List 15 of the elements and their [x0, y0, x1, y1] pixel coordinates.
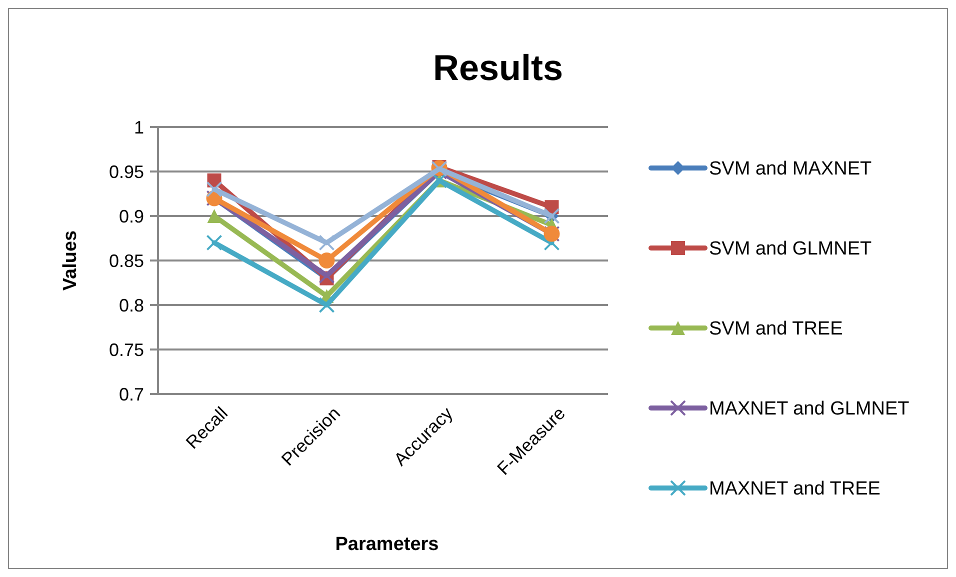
legend-label: SVM and MAXNET [709, 158, 872, 180]
y-tick-label: 0.9 [118, 206, 144, 226]
legend-label: SVM and GLMNET [709, 238, 872, 260]
y-tick-label: 0.75 [108, 340, 144, 360]
y-tick-label: 0.8 [118, 295, 144, 316]
legend-label: MAXNET and GLMNET [709, 398, 910, 420]
legend-label: SVM and TREE [709, 318, 843, 340]
y-tick-label: 1 [134, 117, 144, 138]
legend-label: MAXNET and TREE [709, 478, 880, 500]
y-axis-title: Values [60, 230, 81, 291]
y-tick-label: 0.7 [118, 384, 144, 404]
chart-title: Results [432, 47, 564, 88]
y-tick-label: 0.85 [108, 250, 144, 271]
y-tick-label: 0.95 [108, 162, 144, 182]
x-axis-title: Parameters [335, 534, 439, 555]
